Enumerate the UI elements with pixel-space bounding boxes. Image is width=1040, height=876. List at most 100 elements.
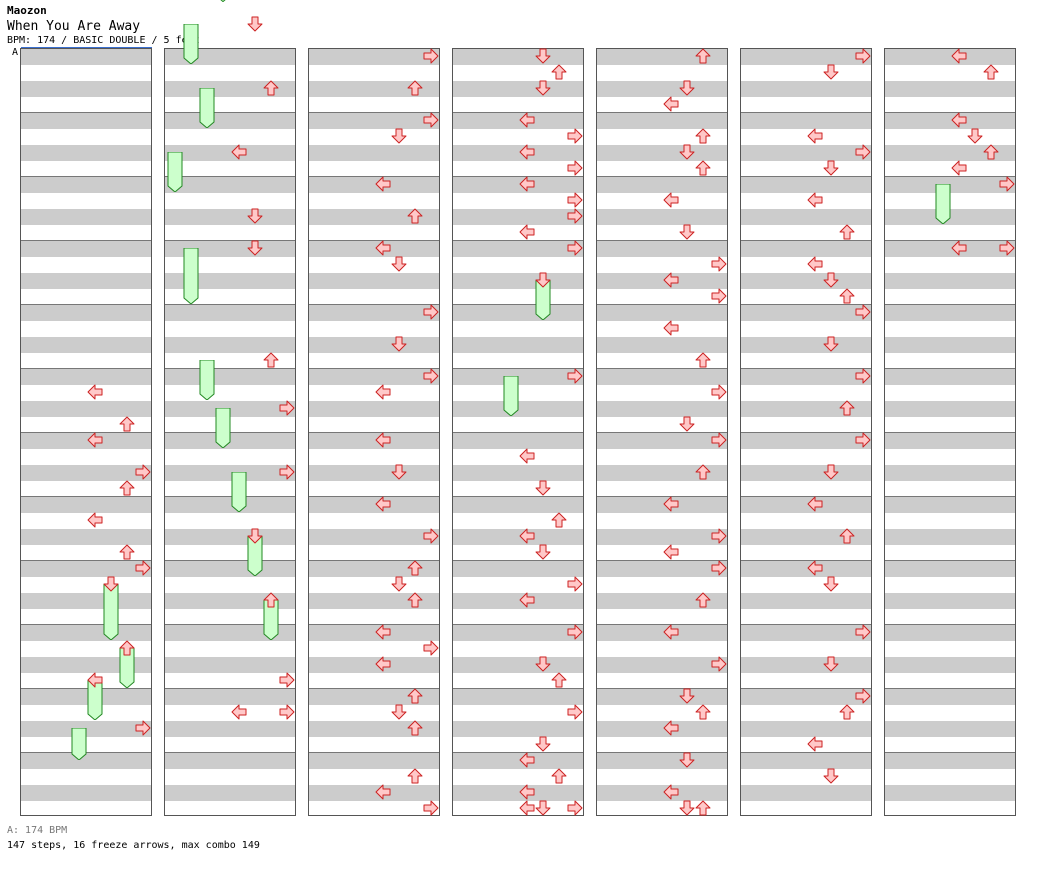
arrow-left-icon bbox=[375, 176, 391, 192]
arrow-up-icon bbox=[695, 352, 711, 368]
arrow-down-icon bbox=[247, 16, 263, 32]
beat-stripe bbox=[741, 209, 871, 225]
arrow-left-icon bbox=[807, 192, 823, 208]
beat-stripe bbox=[597, 369, 727, 385]
arrow-up-icon bbox=[407, 560, 423, 576]
beat-stripe bbox=[597, 625, 727, 641]
freeze-arrow bbox=[199, 360, 215, 400]
arrow-up-icon bbox=[407, 720, 423, 736]
beat-stripe bbox=[309, 145, 439, 161]
beat-stripe bbox=[309, 561, 439, 577]
beat-stripe bbox=[165, 785, 295, 801]
beat-stripe bbox=[453, 689, 583, 705]
measure-line bbox=[741, 240, 871, 241]
chart-column-6 bbox=[740, 48, 872, 816]
beat-stripe bbox=[309, 81, 439, 97]
arrow-right-icon bbox=[567, 160, 583, 176]
arrow-left-icon bbox=[231, 144, 247, 160]
arrow-right-icon bbox=[423, 48, 439, 64]
beat-stripe bbox=[21, 401, 151, 417]
beat-stripe bbox=[21, 145, 151, 161]
beat-stripe bbox=[885, 273, 1015, 289]
beat-stripe bbox=[21, 209, 151, 225]
arrow-down-icon bbox=[679, 416, 695, 432]
artist-name: Maozon bbox=[7, 4, 47, 17]
beat-stripe bbox=[165, 465, 295, 481]
arrow-up-icon bbox=[407, 592, 423, 608]
measure-line bbox=[21, 624, 151, 625]
beat-stripe bbox=[885, 561, 1015, 577]
freeze-arrow bbox=[167, 152, 183, 192]
arrow-right-icon bbox=[423, 640, 439, 656]
beat-stripe bbox=[21, 465, 151, 481]
beat-stripe bbox=[309, 273, 439, 289]
measure-line bbox=[21, 176, 151, 177]
measure-line bbox=[165, 368, 295, 369]
arrow-up-icon bbox=[407, 768, 423, 784]
beat-stripe bbox=[885, 145, 1015, 161]
beat-stripe bbox=[741, 49, 871, 65]
beat-stripe bbox=[597, 81, 727, 97]
beat-stripe bbox=[21, 753, 151, 769]
beat-stripe bbox=[21, 81, 151, 97]
measure-line bbox=[165, 560, 295, 561]
arrow-right-icon bbox=[711, 432, 727, 448]
beat-stripe bbox=[21, 785, 151, 801]
arrow-up-icon bbox=[407, 688, 423, 704]
arrow-up-icon bbox=[695, 48, 711, 64]
beat-stripe bbox=[885, 785, 1015, 801]
arrow-up-icon bbox=[263, 80, 279, 96]
arrow-right-icon bbox=[855, 688, 871, 704]
beat-stripe bbox=[165, 593, 295, 609]
arrow-left-icon bbox=[951, 240, 967, 256]
beat-stripe bbox=[165, 721, 295, 737]
measure-line bbox=[597, 688, 727, 689]
measure-line bbox=[885, 176, 1015, 177]
beat-stripe bbox=[453, 337, 583, 353]
beat-stripe bbox=[453, 209, 583, 225]
beat-stripe bbox=[453, 785, 583, 801]
arrow-left-icon bbox=[375, 784, 391, 800]
arrow-right-icon bbox=[567, 128, 583, 144]
chart-column-4 bbox=[452, 48, 584, 816]
beat-stripe bbox=[453, 113, 583, 129]
arrow-down-icon bbox=[535, 80, 551, 96]
arrow-left-icon bbox=[807, 496, 823, 512]
measure-line bbox=[453, 368, 583, 369]
beat-stripe bbox=[309, 209, 439, 225]
beat-stripe bbox=[597, 337, 727, 353]
beat-stripe bbox=[885, 657, 1015, 673]
arrow-left-icon bbox=[375, 496, 391, 512]
measure-line bbox=[21, 432, 151, 433]
beat-stripe bbox=[309, 177, 439, 193]
freeze-arrow bbox=[503, 376, 519, 416]
arrow-up-icon bbox=[407, 208, 423, 224]
beat-stripe bbox=[597, 497, 727, 513]
arrow-down-icon bbox=[823, 64, 839, 80]
arrow-right-icon bbox=[279, 400, 295, 416]
beat-stripe bbox=[21, 433, 151, 449]
arrow-down-icon bbox=[679, 688, 695, 704]
beat-stripe bbox=[21, 177, 151, 193]
measure-line bbox=[741, 624, 871, 625]
beat-stripe bbox=[741, 657, 871, 673]
measure-line bbox=[21, 688, 151, 689]
arrow-left-icon bbox=[519, 528, 535, 544]
arrow-down-icon bbox=[535, 736, 551, 752]
arrow-right-icon bbox=[567, 576, 583, 592]
arrow-down-icon bbox=[679, 224, 695, 240]
beat-stripe bbox=[597, 49, 727, 65]
arrow-up-icon bbox=[695, 128, 711, 144]
measure-line bbox=[309, 688, 439, 689]
beat-stripe bbox=[597, 657, 727, 673]
beat-stripe bbox=[165, 657, 295, 673]
arrow-right-icon bbox=[711, 560, 727, 576]
arrow-right-icon bbox=[567, 192, 583, 208]
beat-stripe bbox=[597, 753, 727, 769]
arrow-left-icon bbox=[663, 544, 679, 560]
arrow-down-icon bbox=[247, 240, 263, 256]
arrow-up-icon bbox=[983, 64, 999, 80]
arrow-right-icon bbox=[855, 624, 871, 640]
beat-stripe bbox=[741, 753, 871, 769]
beat-stripe bbox=[885, 593, 1015, 609]
